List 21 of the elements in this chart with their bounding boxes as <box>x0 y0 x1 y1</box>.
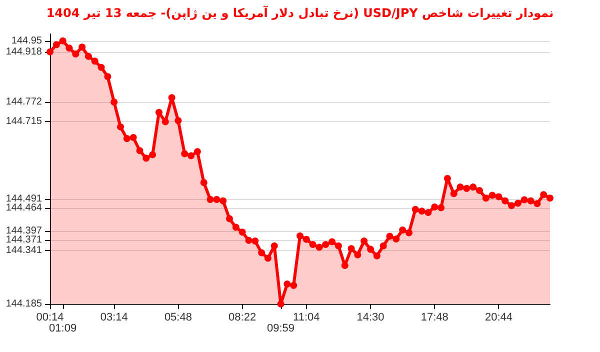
y-tick-label: 144.185 <box>6 298 42 310</box>
x-tick-label: 11:04 <box>293 312 320 324</box>
y-tick-label: 144.772 <box>6 96 42 108</box>
chart-title: نمودار تغییرات شاخص USD/JPY (نرخ تبادل دلار آمریکا و ین ژاپن)- جمعه 13 تیر 1404 <box>45 6 555 20</box>
y-tick-label: 144.464 <box>6 202 42 214</box>
y-tick-label: 144.491 <box>6 193 42 204</box>
y-tick-label: 144.397 <box>6 226 42 237</box>
y-tick-label: 144.95 <box>11 35 42 46</box>
x-tick-label: 03:14 <box>100 312 128 324</box>
y-tick-label: 144.715 <box>6 116 42 128</box>
x-tick-label: 17:48 <box>420 312 448 324</box>
x-tick-label: 09:59 <box>267 322 295 334</box>
x-tick-label: 08:22 <box>228 312 256 324</box>
x-tick-label: 05:48 <box>164 312 192 324</box>
x-tick-label: 00:14 <box>36 312 64 324</box>
x-tick-label: 20:44 <box>484 312 512 324</box>
y-tick-label: 144.371 <box>6 234 42 246</box>
x-tick-label: 14:30 <box>356 312 384 324</box>
y-tick-label: 144.918 <box>6 46 42 58</box>
x-tick-label: 01:09 <box>49 322 77 334</box>
y-tick-label: 144.341 <box>6 244 42 256</box>
